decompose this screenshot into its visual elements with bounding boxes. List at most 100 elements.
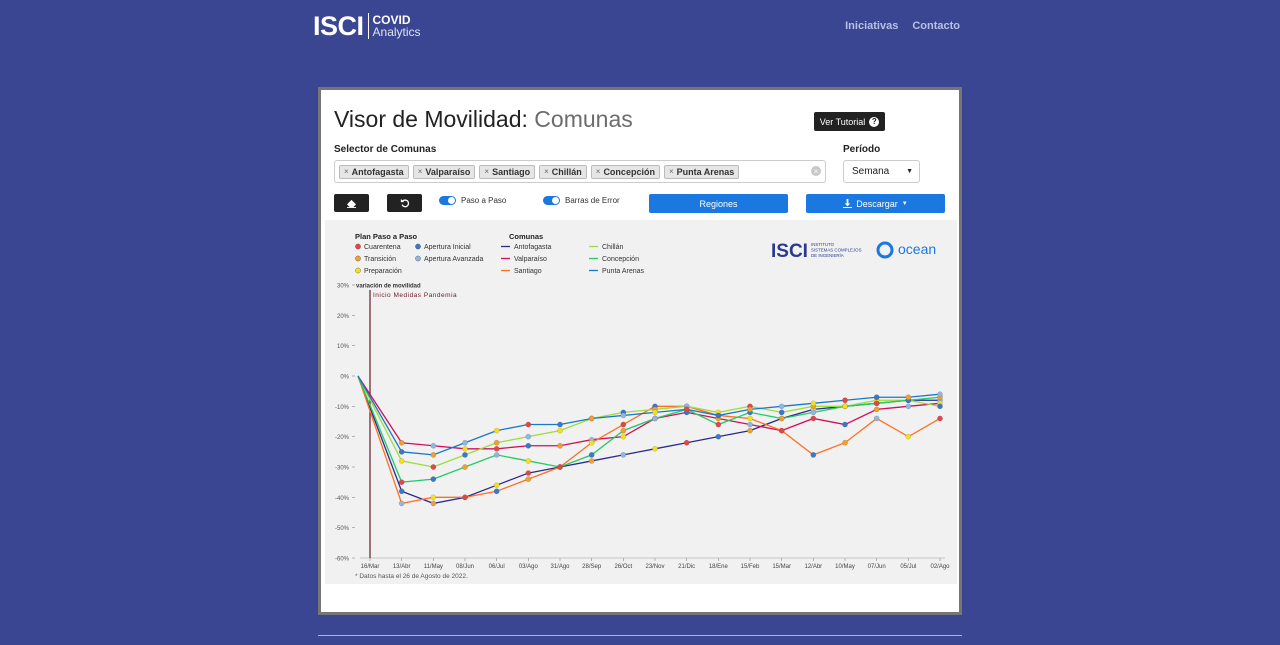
eraser-button[interactable] <box>334 194 369 212</box>
comunas-selector[interactable]: × Antofagasta × Valparaíso × Santiago × Chil… <box>334 160 826 183</box>
series-point <box>747 427 753 434</box>
legend-plan-dot <box>415 243 421 250</box>
series-point <box>430 494 437 501</box>
series-point <box>778 403 785 410</box>
visor-card: Visor de Movilidad: Comunas Ver Tutorial… <box>318 87 962 615</box>
series-point <box>683 406 690 413</box>
logo-separator <box>367 13 369 39</box>
tag-punta-arenas[interactable]: × Punta Arenas <box>663 164 740 179</box>
tag-santiago[interactable]: × Santiago <box>479 164 536 179</box>
page-title: Visor de Movilidad: Comunas <box>334 106 633 133</box>
series-point <box>620 421 627 428</box>
series-point <box>430 476 437 482</box>
nav-contacto[interactable]: Contacto <box>912 20 960 32</box>
series-point <box>652 409 658 416</box>
remove-icon[interactable]: × <box>544 167 549 176</box>
series-point <box>747 421 753 428</box>
series-point <box>873 394 880 400</box>
logo-line2: Analytics <box>372 25 421 39</box>
legend-plan-label: Cuarentena <box>364 244 401 251</box>
tag-concepcion[interactable]: × Concepción <box>590 164 660 179</box>
tag-chillan[interactable]: × Chillán <box>539 164 587 179</box>
legend-plan-dot <box>355 255 361 262</box>
series-point <box>620 412 627 419</box>
series-point <box>842 421 848 428</box>
period-select[interactable]: Semana ▼ <box>843 160 920 183</box>
remove-icon[interactable]: × <box>417 167 423 176</box>
legend-plan-label: Apertura Inicial <box>424 244 471 251</box>
period-value: Semana <box>852 166 890 177</box>
logo-line1: COVID <box>372 13 411 27</box>
series-point <box>905 433 912 440</box>
series-point <box>493 427 500 434</box>
x-tick-label: 15/Feb <box>741 564 760 570</box>
series-point <box>620 452 627 458</box>
regiones-button[interactable]: Regiones <box>649 194 788 213</box>
series-point <box>462 494 468 501</box>
tag-valparaiso[interactable]: × Valparaíso <box>412 164 476 179</box>
remove-icon[interactable]: × <box>668 167 674 176</box>
descargar-button[interactable]: Descargar ▼ <box>806 194 945 213</box>
y-tick-label: 0% <box>340 375 349 381</box>
legend-plan-dot <box>415 255 421 262</box>
legend-comuna-label: Concepción <box>602 256 639 263</box>
series-point <box>398 488 405 495</box>
y-tick-label: -10% <box>335 405 350 411</box>
tag-label: Antofagasta <box>351 166 404 177</box>
remove-icon[interactable]: × <box>484 167 490 176</box>
chart-panel: Plan Paso a Paso Cuarentena Apertura Inici… <box>325 220 957 584</box>
series-point <box>873 415 880 422</box>
series-point <box>588 415 595 422</box>
y-tick-label: 30% <box>337 284 350 290</box>
x-tick-label: 26/Oct <box>614 564 632 570</box>
series-point <box>588 439 595 446</box>
remove-icon[interactable]: × <box>595 167 601 176</box>
nav-iniciativas[interactable]: Iniciativas <box>845 20 899 32</box>
series-point <box>557 427 563 434</box>
y-tick-label: -40% <box>335 496 350 502</box>
isci-logo-subtext: SISTEMAS COMPLEJOS <box>811 248 862 253</box>
reset-button[interactable] <box>387 194 422 212</box>
period-label: Período <box>843 144 881 155</box>
x-tick-label: 13/Abr <box>393 564 411 570</box>
isci-covid-logo[interactable]: ISCI COVID Analytics <box>313 12 421 40</box>
series-point <box>525 433 532 440</box>
footer-divider <box>318 635 962 636</box>
paso-a-paso-toggle[interactable]: Paso a Paso <box>439 196 506 205</box>
y-tick-label: 10% <box>337 344 350 350</box>
barras-error-toggle[interactable]: Barras de Error <box>543 196 620 205</box>
series-point <box>588 452 595 458</box>
series-point <box>557 443 563 449</box>
legend-plan-title: Plan Paso a Paso <box>355 232 418 241</box>
series-point <box>493 482 500 488</box>
toggle-track[interactable] <box>543 196 560 205</box>
series-point <box>430 452 437 458</box>
toggle-track[interactable] <box>439 196 456 205</box>
remove-icon[interactable]: × <box>344 167 349 176</box>
series-point <box>620 427 627 434</box>
series-point <box>525 458 532 464</box>
logo-isci-text: ISCI <box>313 11 364 41</box>
tag-antofagasta[interactable]: × Antofagasta <box>339 164 409 179</box>
series-point <box>462 464 468 470</box>
legend-comunas-title: Comunas <box>509 232 543 241</box>
x-tick-label: 31/Ago <box>550 564 570 570</box>
nav-links: Iniciativas Contacto <box>845 20 960 32</box>
legend-plan-label: Apertura Avanzada <box>424 256 484 263</box>
ver-tutorial-button[interactable]: Ver Tutorial ? <box>814 112 885 131</box>
x-tick-label: 23/Nov <box>645 564 664 570</box>
legend-comuna-label: Punta Arenas <box>602 268 645 275</box>
clear-all-icon[interactable]: × <box>811 166 821 176</box>
y-tick-label: -20% <box>335 435 350 441</box>
series-point <box>525 443 532 449</box>
series-point <box>810 415 817 422</box>
series-point <box>493 452 500 458</box>
series-point <box>462 439 468 446</box>
series-point <box>430 500 437 507</box>
series-point <box>493 488 500 495</box>
y-tick-label: -30% <box>335 466 350 472</box>
download-icon <box>843 199 853 208</box>
x-tick-label: 18/Ene <box>709 564 729 570</box>
series-point <box>430 464 437 470</box>
series-point <box>937 391 943 397</box>
